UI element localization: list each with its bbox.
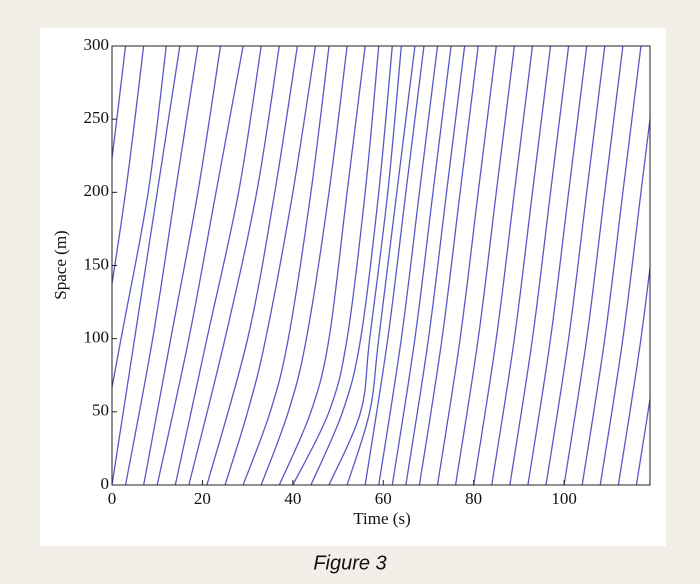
- y-tick-label: 300: [84, 35, 110, 54]
- trajectory: [292, 46, 380, 485]
- trajectory: [635, 395, 650, 485]
- trajectory: [527, 46, 588, 485]
- x-tick-label: 100: [551, 489, 577, 508]
- trajectory: [391, 46, 452, 485]
- trajectory: [405, 46, 466, 485]
- y-tick-label: 150: [84, 254, 110, 273]
- x-tick-label: 0: [108, 489, 117, 508]
- caption: Figure 3: [313, 552, 386, 574]
- y-axis-label: Space (m): [51, 230, 70, 299]
- trajectory: [242, 46, 330, 485]
- trajectory: [112, 46, 127, 164]
- y-tick-label: 0: [101, 474, 110, 493]
- trajectory: [563, 46, 624, 485]
- x-axis-label: Time (s): [353, 509, 410, 528]
- y-tick-label: 200: [84, 181, 110, 200]
- trajectory: [112, 46, 181, 485]
- trajectory: [364, 46, 425, 485]
- trajectory: [454, 46, 516, 485]
- trajectory: [473, 46, 534, 485]
- trajectory: [156, 46, 244, 485]
- trajectory: [436, 46, 497, 485]
- y-tick-label: 250: [84, 108, 110, 127]
- trajectory: [599, 113, 650, 485]
- trajectory: [509, 46, 570, 485]
- trajectory: [206, 46, 299, 485]
- x-tick-label: 40: [284, 489, 301, 508]
- trajectory: [545, 46, 606, 485]
- trajectory: [378, 46, 439, 485]
- trajectory: [346, 46, 416, 485]
- trajectory: [491, 46, 552, 485]
- trajectory: [143, 46, 222, 485]
- trajectory: [310, 46, 393, 485]
- trajectory: [328, 46, 402, 485]
- trajectory: [124, 46, 199, 485]
- figure-panel: [40, 28, 666, 546]
- x-tick-label: 20: [194, 489, 211, 508]
- trajectory: [581, 46, 642, 485]
- trajectory: [260, 46, 348, 485]
- trajectory: [112, 46, 167, 392]
- trajectories: [112, 46, 650, 485]
- x-tick-label: 60: [375, 489, 392, 508]
- x-tick-label: 80: [465, 489, 482, 508]
- trajectory: [617, 262, 650, 485]
- y-tick-label: 100: [84, 328, 110, 347]
- trajectory: [278, 46, 366, 485]
- y-tick-label: 50: [92, 401, 109, 420]
- trajectory: [224, 46, 317, 485]
- trajectory: [418, 46, 479, 485]
- trajectory: [174, 46, 262, 485]
- trajectory: [188, 46, 280, 485]
